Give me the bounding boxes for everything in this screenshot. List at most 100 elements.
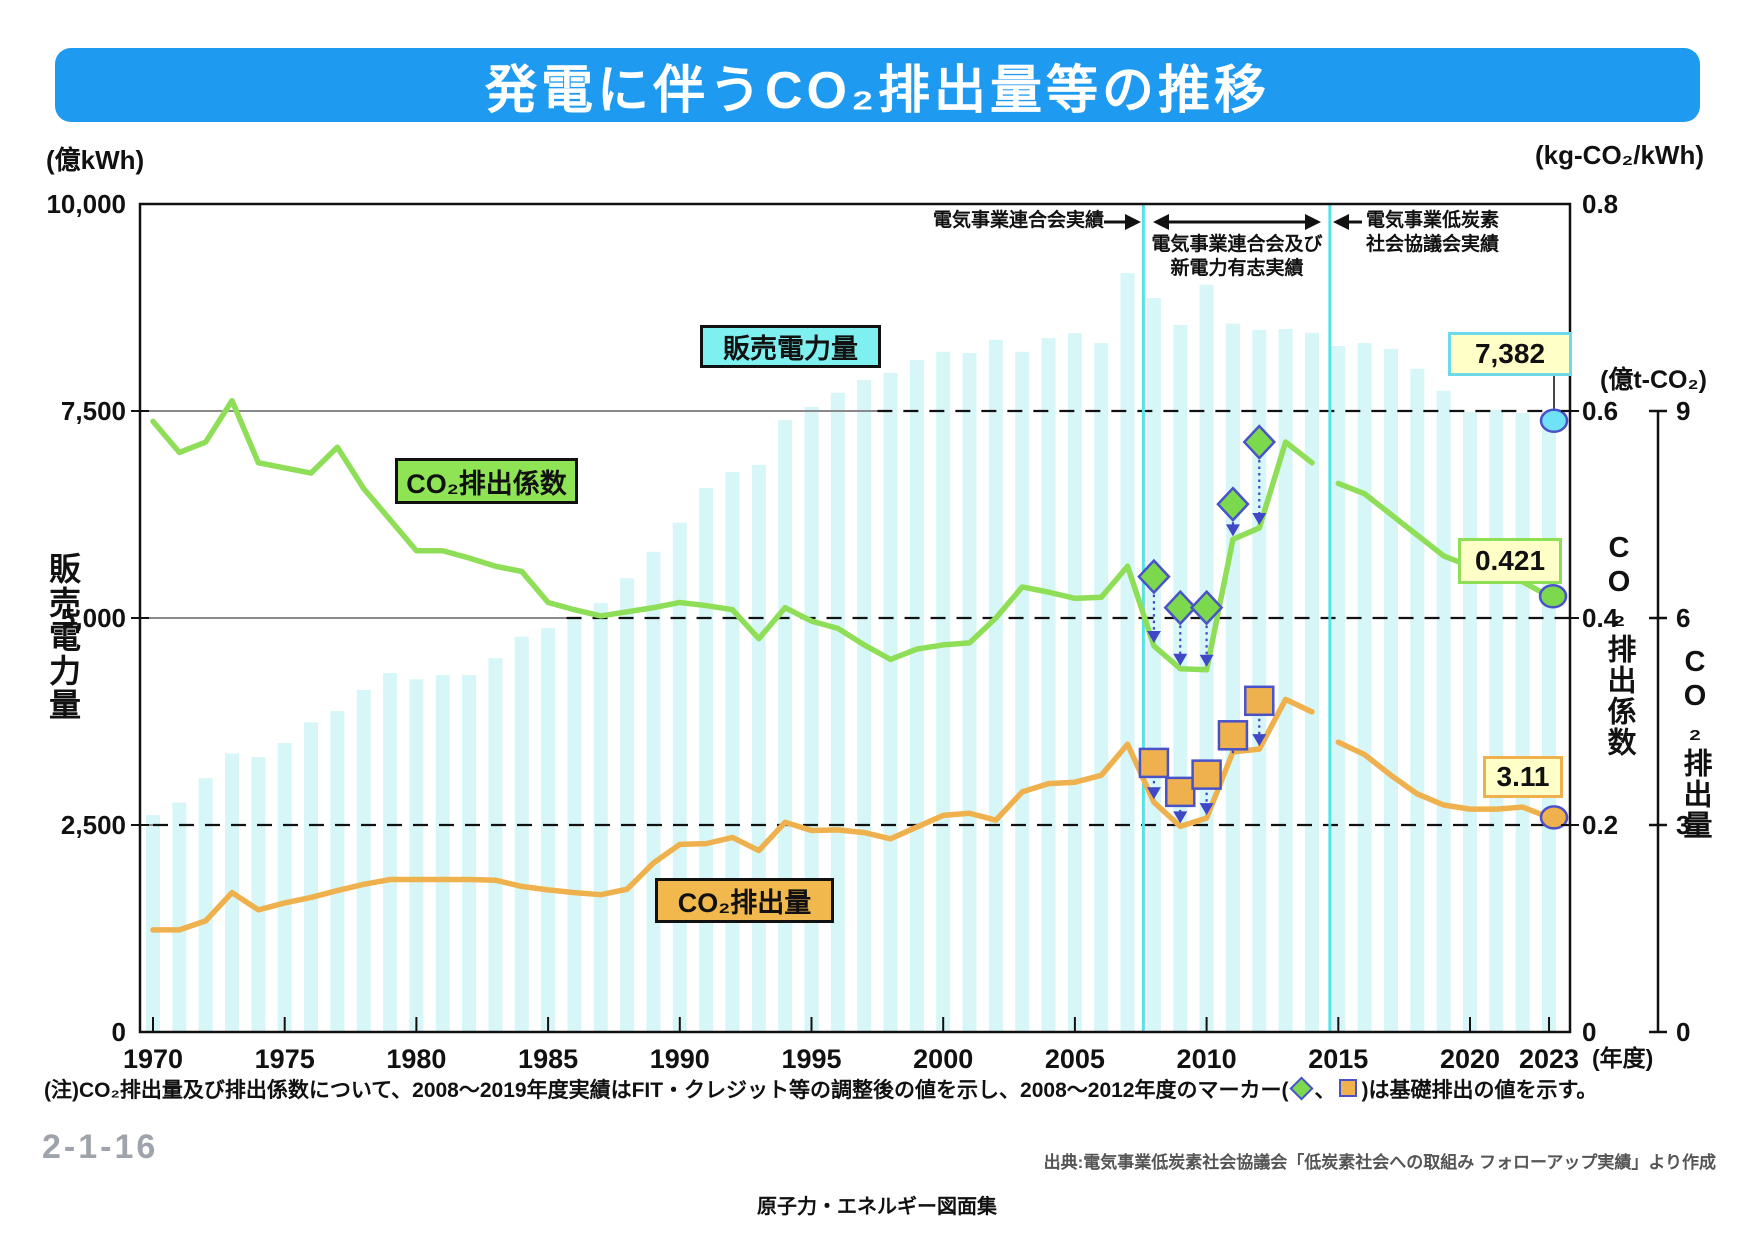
bar bbox=[778, 420, 793, 1032]
arrowhead-icon bbox=[1125, 214, 1141, 230]
base-emission-square bbox=[1191, 759, 1222, 790]
bar bbox=[541, 627, 556, 1032]
right2-axis-unit: (億t-CO₂) bbox=[1600, 366, 1707, 394]
x-axis-label: 2000 bbox=[913, 1044, 973, 1074]
bar bbox=[1120, 273, 1135, 1032]
bar bbox=[330, 711, 345, 1032]
x-axis-label: 1970 bbox=[123, 1044, 183, 1074]
arrowhead-icon bbox=[1153, 214, 1169, 230]
legend-emission-amount: CO₂排出量 bbox=[655, 878, 834, 923]
bar bbox=[1463, 411, 1477, 1032]
bar bbox=[1489, 409, 1504, 1032]
base-factor-diamond bbox=[1242, 424, 1276, 460]
bar bbox=[146, 815, 160, 1032]
base-factor-diamond bbox=[1137, 558, 1171, 595]
amount-axis-label: 3 bbox=[1676, 810, 1690, 840]
bar bbox=[646, 551, 661, 1032]
bar bbox=[830, 392, 845, 1032]
amount-axis-title: CO₂排出量 bbox=[1679, 646, 1711, 841]
bar bbox=[1436, 390, 1451, 1032]
bar bbox=[1173, 324, 1188, 1032]
bar bbox=[883, 372, 898, 1032]
callout-value: 0.421 bbox=[1474, 545, 1546, 576]
factor-axis-label: 0.2 bbox=[1582, 810, 1618, 840]
annotation-fepc-newpower-period: 電気事業連合会及び 新電力有志実績 bbox=[1150, 233, 1324, 281]
sales-end-dot bbox=[1539, 408, 1569, 434]
bar bbox=[1383, 348, 1398, 1032]
bar bbox=[1542, 420, 1557, 1032]
bar bbox=[1331, 346, 1346, 1032]
co2-amount-line bbox=[150, 696, 1315, 933]
bar bbox=[277, 743, 292, 1032]
booklet-title: 原子力・エネルギー図面集 bbox=[757, 1196, 997, 1218]
bar bbox=[1015, 351, 1030, 1033]
annotation-fepc-period: 電気事業連合会実績 bbox=[932, 210, 1104, 231]
bar bbox=[1357, 343, 1372, 1032]
annotation-line: 電気事業連合会及び bbox=[1151, 234, 1323, 255]
orange-square-marker-icon bbox=[1339, 1079, 1358, 1097]
left-axis-unit: (億kWh) bbox=[46, 145, 145, 175]
bar bbox=[1094, 343, 1109, 1032]
base-factor-diamond bbox=[1216, 486, 1250, 522]
legend-emission-factor: CO₂排出係数 bbox=[395, 458, 578, 504]
bar bbox=[1515, 413, 1530, 1032]
callout-sales-2023: 7,382 bbox=[1448, 332, 1572, 376]
annotation-line: 電気事業低炭素 bbox=[1366, 210, 1500, 231]
footnote-text: 、 bbox=[1314, 1079, 1336, 1102]
legend-label: CO₂排出係数 bbox=[406, 468, 567, 499]
bar bbox=[988, 339, 1003, 1032]
x-axis-label: 1985 bbox=[518, 1044, 578, 1074]
footnote: (注)CO₂排出量及び排出係数について、2008〜2019年度実績はFIT・クレ… bbox=[44, 1074, 1724, 1104]
amount-axis-label: 6 bbox=[1676, 603, 1690, 633]
factor-end-dot bbox=[1538, 584, 1568, 609]
bar bbox=[751, 464, 766, 1032]
annotation-line: 社会協議会実績 bbox=[1366, 234, 1500, 255]
left-axis-title: 販売電力量 bbox=[45, 552, 81, 722]
callout-value: 7,382 bbox=[1474, 338, 1546, 369]
bar bbox=[699, 488, 714, 1032]
bar bbox=[488, 658, 503, 1032]
marker-arrowhead-icon bbox=[1199, 803, 1214, 816]
bar bbox=[1278, 329, 1293, 1032]
factor-axis-label: 0.8 bbox=[1582, 189, 1618, 219]
bar bbox=[936, 351, 951, 1033]
bar bbox=[857, 379, 872, 1032]
marker-arrowhead-icon bbox=[1173, 811, 1188, 824]
marker-arrowhead-icon bbox=[1252, 512, 1267, 525]
x-axis-label: 1975 bbox=[255, 1044, 315, 1074]
x-axis-label: 2020 bbox=[1440, 1044, 1500, 1074]
footnote-text: (注)CO₂排出量及び排出係数について、2008〜2019年度実績はFIT・クレ… bbox=[44, 1079, 1289, 1102]
page-number: 2-1-16 bbox=[42, 1128, 159, 1166]
base-emission-square bbox=[1244, 685, 1275, 717]
amount-axis-label: 9 bbox=[1676, 396, 1690, 426]
legend-label: 販売電力量 bbox=[723, 334, 858, 364]
base-factor-diamond bbox=[1189, 589, 1224, 626]
bar bbox=[962, 353, 977, 1032]
bar bbox=[620, 578, 635, 1032]
bar bbox=[725, 471, 740, 1032]
bar bbox=[1041, 338, 1056, 1032]
right-axis-unit: (kg-CO₂/kWh) bbox=[1535, 140, 1704, 170]
x-axis-label: 2023 bbox=[1519, 1044, 1579, 1074]
y-axis-label: 0 bbox=[112, 1017, 126, 1047]
marker-arrowhead-icon bbox=[1225, 524, 1240, 537]
y-axis-label: 5,000 bbox=[61, 603, 126, 633]
bar bbox=[1067, 333, 1082, 1033]
y-axis-label: 10,000 bbox=[46, 189, 126, 219]
arrowhead-icon bbox=[1305, 214, 1321, 230]
y-axis-label: 2,500 bbox=[61, 810, 126, 840]
annotation-line: 新電力有志実績 bbox=[1170, 258, 1304, 279]
amount-axis-label: 0 bbox=[1676, 1017, 1690, 1047]
base-factor-diamond bbox=[1163, 589, 1197, 626]
marker-arrowhead-icon bbox=[1173, 653, 1188, 666]
callout-factor-2023: 0.421 bbox=[1458, 538, 1562, 584]
marker-arrowhead-icon bbox=[1199, 654, 1214, 667]
marker-arrowhead-icon bbox=[1146, 630, 1161, 643]
bar bbox=[383, 673, 398, 1032]
x-axis-label: 1995 bbox=[781, 1044, 841, 1074]
bar bbox=[198, 778, 213, 1032]
marker-arrowhead-icon bbox=[1146, 787, 1161, 800]
marker-arrowhead-icon bbox=[1252, 734, 1267, 747]
bar bbox=[1304, 332, 1319, 1032]
bar bbox=[251, 757, 266, 1032]
